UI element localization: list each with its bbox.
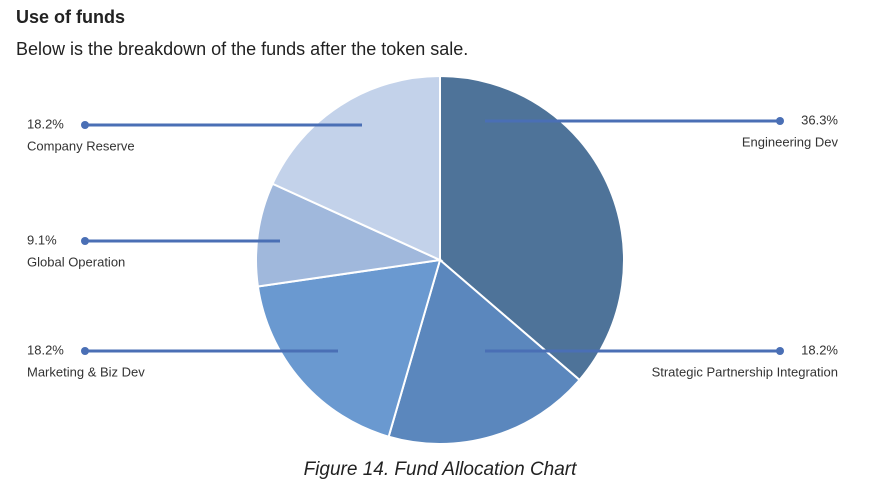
value-label: 18.2% xyxy=(801,342,838,357)
leader-dot xyxy=(81,121,89,129)
caption: Figure 14. Fund Allocation Chart xyxy=(304,459,578,480)
pie-slice xyxy=(271,74,441,262)
title: Use of funds xyxy=(16,7,125,27)
subtitle: Below is the breakdown of the funds afte… xyxy=(16,39,468,59)
category-label: Global Operation xyxy=(27,254,125,269)
pie-slice xyxy=(255,182,444,288)
value-label: 36.3% xyxy=(801,112,838,127)
leader-dot xyxy=(81,237,89,245)
leader-dot xyxy=(776,347,784,355)
pie-slice xyxy=(256,258,442,438)
leader-dot xyxy=(776,117,784,125)
category-label: Marketing & Biz Dev xyxy=(27,364,145,379)
category-label: Company Reserve xyxy=(27,138,135,153)
category-label: Engineering Dev xyxy=(742,134,839,149)
value-label: 18.2% xyxy=(27,116,64,131)
value-label: 18.2% xyxy=(27,342,64,357)
category-label: Strategic Partnership Integration xyxy=(652,364,838,379)
pie-slice xyxy=(439,74,625,382)
pie-slice xyxy=(387,258,581,445)
leader-dot xyxy=(81,347,89,355)
value-label: 9.1% xyxy=(27,232,57,247)
